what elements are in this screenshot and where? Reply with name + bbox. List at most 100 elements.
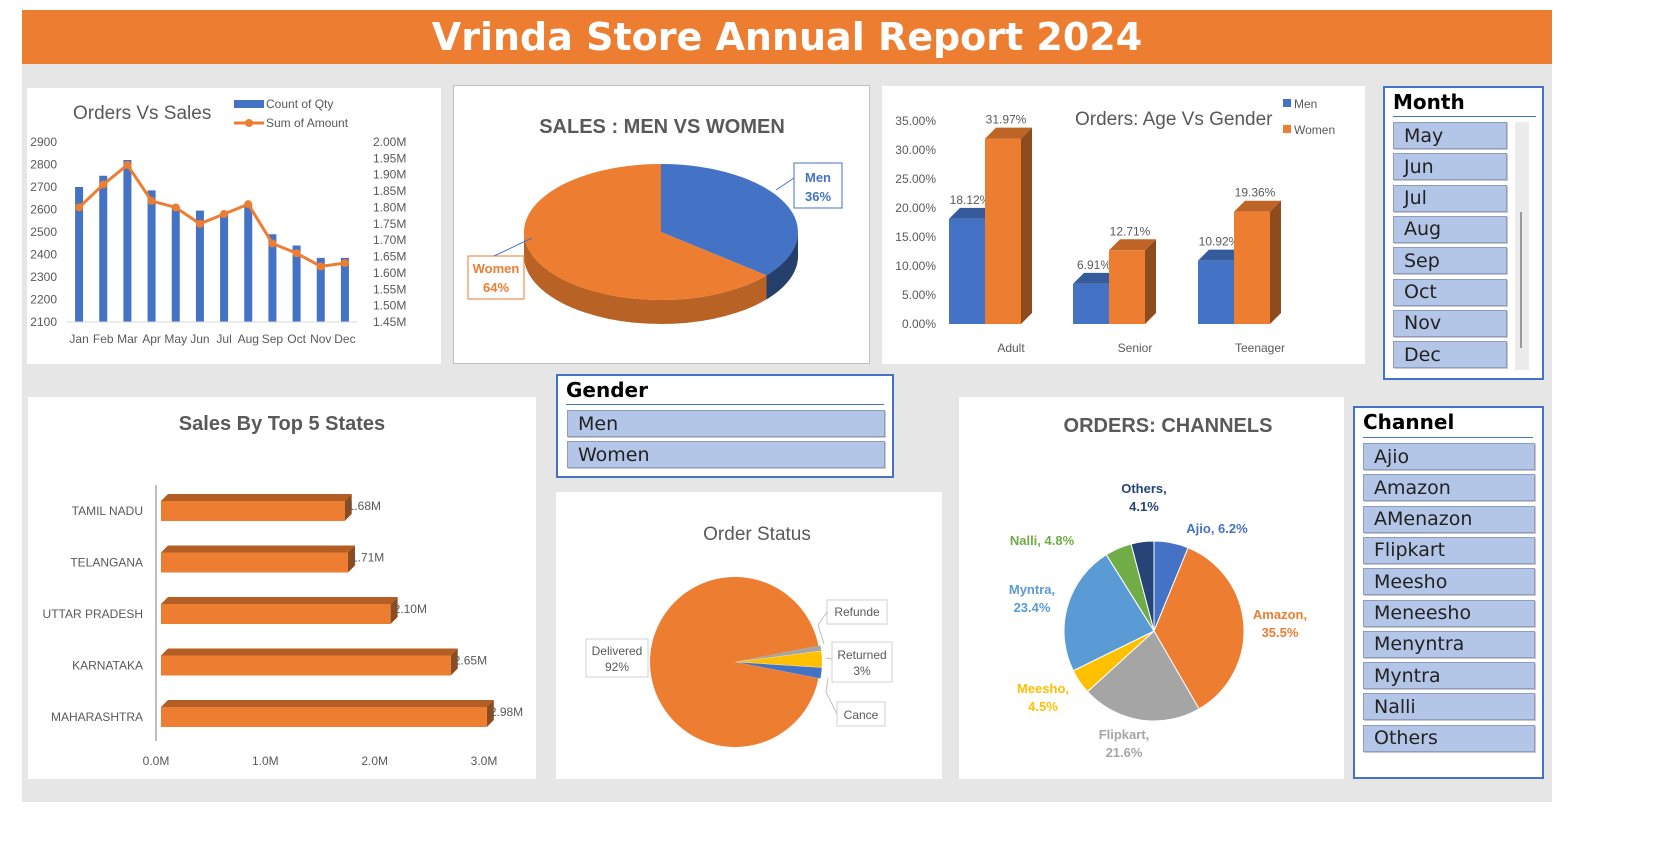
bar-mar: [123, 160, 132, 322]
channel-item-menyntra[interactable]: Menyntra: [1363, 630, 1535, 658]
bar-feb: [99, 175, 108, 322]
month-item-may[interactable]: May: [1393, 122, 1507, 149]
bar-top-women-teenager: [1234, 200, 1281, 212]
y-tick-label: TELANGANA: [70, 556, 143, 570]
chart-title: ORDERS: CHANNELS: [1064, 415, 1273, 437]
amount-point-feb: [99, 180, 108, 189]
bar-top-telangana: [161, 545, 355, 553]
x-tick-label: Dec: [334, 332, 355, 346]
y2-tick-label: 1.75M: [373, 217, 406, 231]
y-tick-label: 25.00%: [895, 172, 936, 186]
x-tick-label: Aug: [238, 332, 259, 346]
returned-value: 3%: [853, 664, 871, 678]
channel-item-others[interactable]: Others: [1363, 724, 1535, 752]
returned-label: Returned: [837, 648, 886, 662]
month-slicer-scrollbar[interactable]: [1515, 122, 1529, 370]
y-tick-label: 2200: [30, 293, 57, 307]
data-label: 10.92%: [1199, 235, 1240, 249]
bar-men-adult: [949, 218, 985, 324]
month-item-sep[interactable]: Sep: [1393, 247, 1507, 275]
amazon-label: Amazon,: [1253, 607, 1307, 622]
delivered-value: 92%: [605, 660, 629, 674]
top-states-chart: Sales By Top 5 States 0.0M 1.0M 2.0M 3.0M TAM…: [43, 413, 524, 768]
amount-point-jan: [75, 203, 84, 212]
y2-tick-label: 1.95M: [373, 151, 406, 165]
channel-item-nalli[interactable]: Nalli: [1363, 693, 1535, 721]
bar-side-women-teenager: [1270, 200, 1281, 324]
x-tick-label: May: [164, 332, 187, 346]
month-item-oct[interactable]: Oct: [1393, 278, 1507, 306]
x-tick-label: Nov: [310, 332, 331, 346]
bar-jun: [195, 210, 204, 322]
y-tick-label: 10.00%: [895, 259, 936, 273]
gender-slicer-divider: [566, 404, 884, 405]
channel-item-amazon[interactable]: Amazon: [1363, 474, 1535, 502]
channel-item-amenazon[interactable]: AMenazon: [1363, 505, 1535, 533]
y-tick-label: 0.00%: [902, 317, 936, 331]
returned-slice: [736, 651, 822, 668]
x-tick-label: Sep: [262, 332, 284, 346]
month-item-jun[interactable]: Jun: [1393, 153, 1507, 181]
y-tick-label: KARNATAKA: [72, 659, 143, 673]
bar-side-telangana: [347, 545, 355, 573]
channel-item-myntra[interactable]: Myntra: [1363, 662, 1535, 690]
x-tick-label: Jul: [216, 332, 231, 346]
bar-top-uttar-pradesh: [161, 597, 398, 604]
month-item-jul[interactable]: Jul: [1393, 184, 1507, 212]
y2-tick-label: 1.55M: [373, 282, 406, 296]
bar-jan: [75, 187, 84, 322]
myntra-value: 23.4%: [1014, 600, 1051, 615]
channel-slicer: Channel Ajio Amazon AMenazon Flipkart Meesho…: [1353, 406, 1544, 779]
month-item-aug[interactable]: Aug: [1393, 215, 1507, 243]
y2-tick-label: 1.45M: [373, 315, 406, 329]
month-item-nov[interactable]: Nov: [1393, 309, 1507, 337]
channel-item-meneesho[interactable]: Meneesho: [1363, 599, 1535, 627]
chart-title: Orders: Age Vs Gender: [1075, 109, 1273, 130]
data-label: 12.71%: [1110, 224, 1151, 238]
gender-item-women[interactable]: Women: [567, 441, 885, 468]
channels-panel: ORDERS: CHANNELS Ajio, 6.2% Amazon, 35.5% Fl…: [959, 397, 1344, 779]
y-tick-label: 35.00%: [895, 114, 936, 128]
y2-tick-label: 1.85M: [373, 184, 406, 198]
y-tick-label: 2700: [30, 180, 57, 194]
bar-karnataka: [161, 655, 451, 676]
chart-title: SALES : MEN VS WOMEN: [539, 116, 785, 138]
sales-men-women-panel: SALES : MEN VS WOMEN Men 36% Women 64%: [453, 85, 870, 364]
channel-item-ajio[interactable]: Ajio: [1363, 443, 1535, 470]
flipkart-label: Flipkart,: [1099, 727, 1150, 742]
x-tick-label: Mar: [117, 332, 138, 346]
channel-item-flipkart[interactable]: Flipkart: [1363, 536, 1535, 564]
data-label: 31.97%: [986, 113, 1027, 127]
returned-callout-leader: [825, 657, 833, 660]
y2-tick-label: 1.65M: [373, 250, 406, 264]
data-label: 2.98M: [490, 705, 523, 719]
data-label: 2.10M: [394, 602, 427, 616]
nalli-label: Nalli, 4.8%: [1010, 533, 1075, 548]
month-slicer-divider: [1393, 116, 1536, 117]
bar-side-uttar-pradesh: [390, 597, 398, 624]
y-tick-label: 2800: [30, 158, 57, 172]
women-callout-leader: [493, 237, 533, 257]
bar-top-men-teenager: [1198, 249, 1245, 261]
bar-sep: [268, 234, 277, 322]
bar-maharashtra: [161, 707, 487, 727]
month-slicer-scroll-thumb[interactable]: [1520, 212, 1522, 348]
bar-top-women-senior: [1109, 239, 1156, 251]
y-tick-label: 2300: [30, 270, 57, 284]
data-label: 18.12%: [950, 193, 991, 207]
channel-item-meesho[interactable]: Meesho: [1363, 568, 1535, 596]
month-item-dec[interactable]: Dec: [1393, 341, 1507, 369]
legend-marker: [245, 119, 253, 127]
bar-uttar-pradesh: [161, 604, 391, 624]
chart-title: Orders Vs Sales: [73, 103, 211, 124]
data-label: 6.91%: [1077, 258, 1111, 272]
gender-item-men[interactable]: Men: [567, 410, 885, 437]
channel-slicer-divider: [1363, 437, 1533, 438]
women-label: Women: [473, 261, 520, 276]
x-tick-label: 0.0M: [143, 754, 170, 768]
data-label: 2.65M: [454, 654, 487, 668]
men-callout-leader: [775, 177, 795, 191]
bar-top-men-senior: [1073, 272, 1120, 284]
gender-slicer-title: Gender: [566, 378, 648, 402]
flipkart-slice: [1086, 630, 1200, 722]
